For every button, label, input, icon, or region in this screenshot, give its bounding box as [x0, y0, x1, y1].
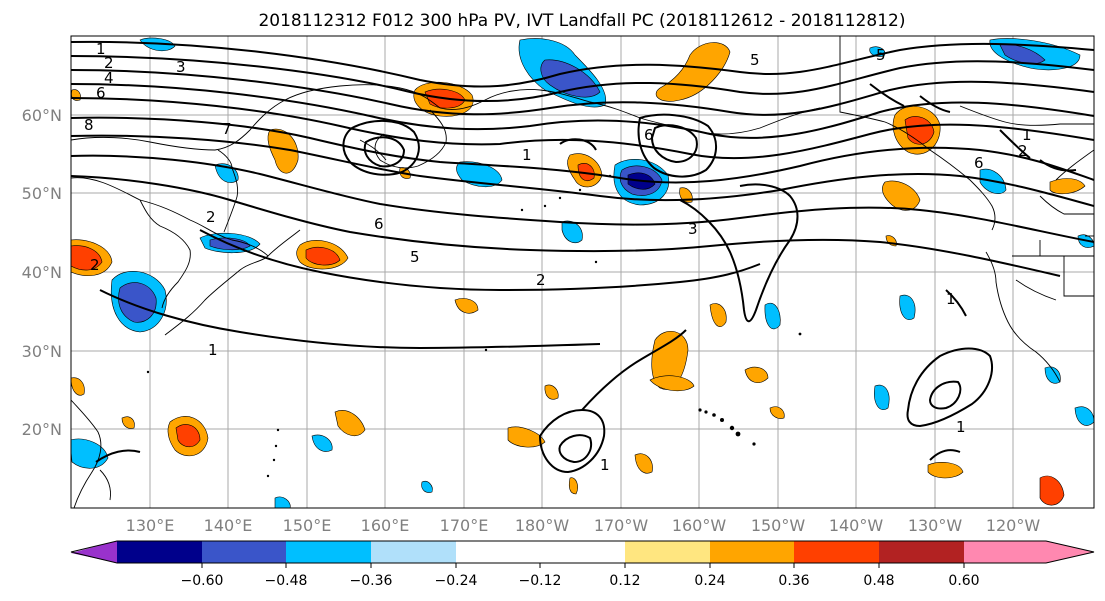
colorbar-segment — [202, 541, 286, 563]
colorbar-tick-label: −0.24 — [435, 573, 478, 589]
colorbar-segment — [117, 541, 202, 563]
lat-label: 30°N — [22, 342, 62, 361]
lon-label: 150°W — [751, 516, 806, 535]
contour-label: 2 — [90, 256, 100, 274]
lon-label: 160°W — [672, 516, 727, 535]
contour-labels: 1 2 4 6 3 8 7 2 2 6 5 2 1 5 5 1 6 3 6 2 — [84, 40, 1032, 474]
colorbar-segment — [710, 541, 794, 563]
lon-label: 170°E — [440, 516, 489, 535]
coastlines — [71, 36, 1094, 508]
colorbar-tick-label: −0.48 — [265, 573, 308, 589]
colorbar: −0.60 −0.48 −0.36 −0.24 −0.12 0.12 0.24 … — [70, 540, 1095, 589]
contour-label: 1 — [956, 418, 966, 436]
colorbar-segment — [794, 541, 879, 563]
contour-label: 3 — [176, 58, 186, 76]
contour-label: 2 — [1018, 142, 1028, 160]
contour-label: 4 — [104, 69, 114, 87]
contour-label: 6 — [374, 215, 384, 233]
pv-contours — [71, 40, 1094, 474]
contour-label: 1 — [208, 341, 218, 359]
colorbar-segment — [371, 541, 456, 563]
contour-label: 1 — [1022, 126, 1032, 144]
lat-label: 20°N — [22, 420, 62, 439]
figure-title: 2018112312 F012 300 hPa PV, IVT Landfall… — [258, 11, 905, 31]
contour-label: 7 — [222, 120, 232, 138]
colorbar-segment — [964, 541, 1094, 563]
colorbar-ticks — [201, 563, 965, 568]
colorbar-tick-label: −0.12 — [519, 573, 562, 589]
colorbar-tick-label: −0.60 — [181, 573, 224, 589]
colorbar-segment — [286, 541, 371, 563]
contour-label: 6 — [644, 126, 654, 144]
contour-label: 5 — [750, 51, 760, 69]
colorbar-segment — [879, 541, 964, 563]
colorbar-tick-label: −0.36 — [350, 573, 393, 589]
longitude-labels: 130°E 140°E 150°E 160°E 170°E 180°W 170°… — [126, 516, 1041, 535]
colorbar-segment — [625, 541, 710, 563]
contour-label: 3 — [688, 220, 698, 238]
contour-label: 1 — [600, 456, 610, 474]
lon-label: 120°W — [986, 516, 1041, 535]
lon-label: 150°E — [283, 516, 332, 535]
lon-label: 170°W — [594, 516, 649, 535]
colorbar-tick-label: 0.12 — [609, 573, 640, 589]
contour-label: 1 — [946, 290, 956, 308]
contour-label: 6 — [96, 84, 106, 102]
map-panel: 1 2 4 6 3 8 7 2 2 6 5 2 1 5 5 1 6 3 6 2 — [70, 35, 1095, 509]
colorbar-segment — [540, 541, 625, 563]
latitude-labels: 60°N 50°N 40°N 30°N 20°N — [22, 106, 62, 439]
colorbar-tick-label: 0.24 — [694, 573, 725, 589]
lon-label: 160°E — [361, 516, 410, 535]
contour-label: 5 — [410, 248, 420, 266]
colorbar-segment — [71, 541, 117, 563]
contour-label: 5 — [876, 46, 886, 64]
contour-label: 6 — [974, 154, 984, 172]
lon-label: 130°W — [908, 516, 963, 535]
lon-label: 140°W — [829, 516, 884, 535]
lat-label: 50°N — [22, 184, 62, 203]
contour-label: 2 — [206, 208, 216, 226]
lon-label: 130°E — [126, 516, 175, 535]
colorbar-tick-label: 0.60 — [948, 573, 979, 589]
contour-label: 8 — [84, 116, 94, 134]
contour-label: 1 — [96, 40, 106, 58]
lat-label: 60°N — [22, 106, 62, 125]
colorbar-segment — [456, 541, 540, 563]
contour-label: 2 — [536, 271, 546, 289]
colorbar-tick-label: 0.36 — [778, 573, 809, 589]
lat-label: 40°N — [22, 263, 62, 282]
colorbar-tick-label: 0.48 — [863, 573, 894, 589]
lon-label: 140°E — [204, 516, 253, 535]
contour-label: 2 — [104, 54, 114, 72]
lon-label: 180°W — [515, 516, 570, 535]
contour-label: 1 — [522, 146, 532, 164]
